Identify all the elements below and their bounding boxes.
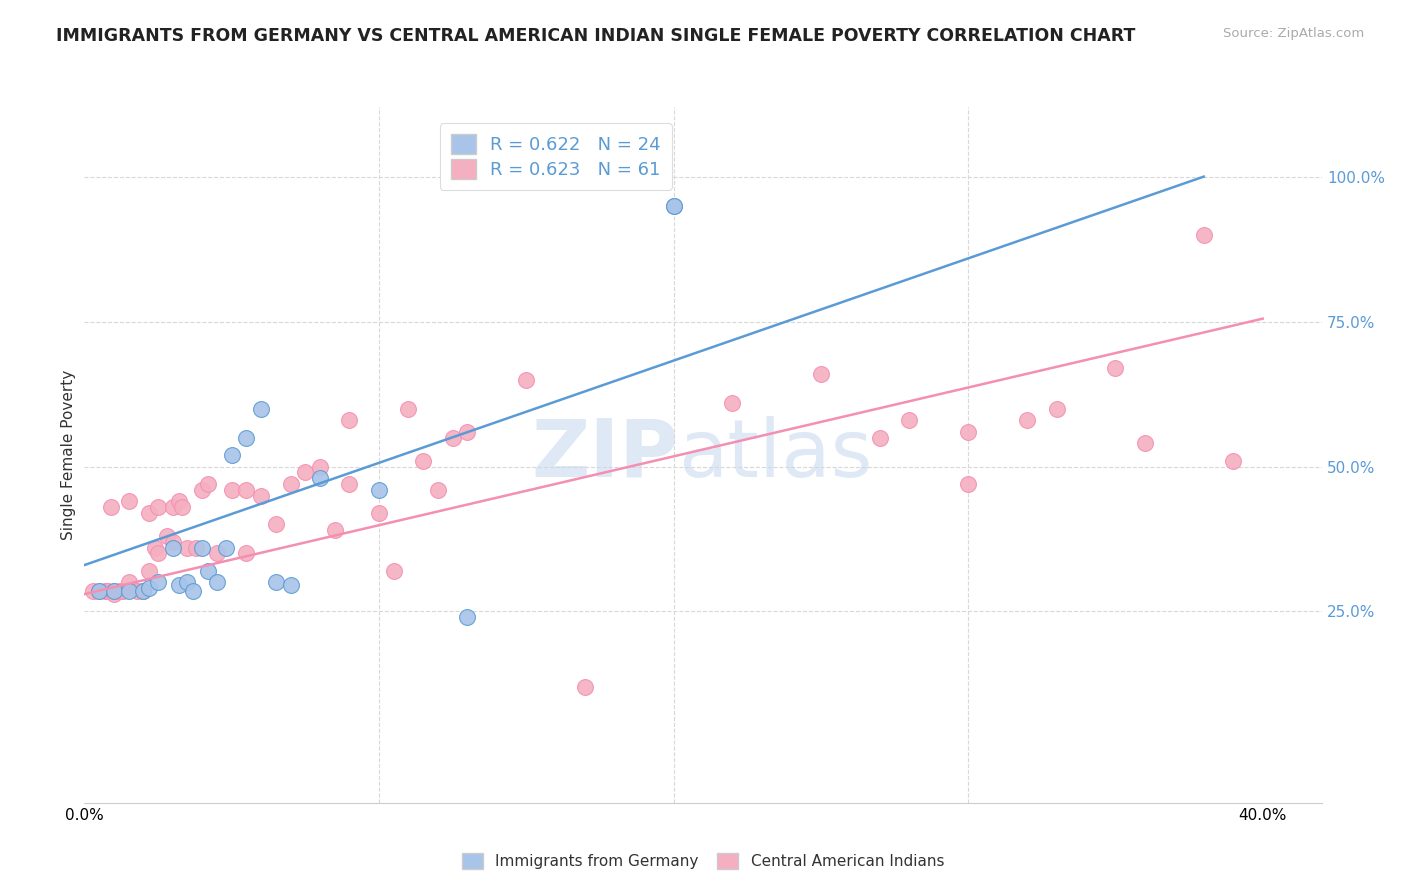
Point — [191, 483, 214, 497]
Point — [339, 476, 361, 491]
Point — [426, 483, 449, 497]
Legend: Immigrants from Germany, Central American Indians: Immigrants from Germany, Central America… — [456, 847, 950, 875]
Point — [368, 506, 391, 520]
Point — [1222, 453, 1244, 467]
Text: ZIP: ZIP — [531, 416, 678, 494]
Point — [574, 680, 596, 694]
Point — [117, 575, 139, 590]
Point — [323, 523, 346, 537]
Point — [146, 546, 169, 561]
Point — [162, 500, 184, 514]
Point — [957, 425, 980, 439]
Point — [146, 575, 169, 590]
Point — [117, 494, 139, 508]
Point — [250, 401, 273, 416]
Point — [132, 584, 155, 599]
Text: atlas: atlas — [678, 416, 873, 494]
Point — [176, 575, 198, 590]
Point — [662, 199, 685, 213]
Point — [1045, 401, 1067, 416]
Point — [205, 546, 228, 561]
Point — [412, 453, 434, 467]
Point — [138, 582, 160, 596]
Y-axis label: Single Female Poverty: Single Female Poverty — [60, 370, 76, 540]
Point — [1104, 361, 1126, 376]
Point — [197, 476, 219, 491]
Text: IMMIGRANTS FROM GERMANY VS CENTRAL AMERICAN INDIAN SINGLE FEMALE POVERTY CORRELA: IMMIGRANTS FROM GERMANY VS CENTRAL AMERI… — [56, 27, 1136, 45]
Point — [103, 584, 125, 599]
Point — [87, 584, 110, 599]
Point — [264, 517, 287, 532]
Point — [138, 564, 160, 578]
Point — [1015, 413, 1038, 427]
Point — [280, 476, 302, 491]
Point — [235, 483, 257, 497]
Point — [167, 578, 190, 592]
Point — [176, 541, 198, 555]
Point — [143, 541, 166, 555]
Point — [97, 584, 120, 599]
Point — [127, 584, 149, 599]
Point — [309, 459, 332, 474]
Point — [264, 575, 287, 590]
Point — [94, 584, 117, 599]
Point — [368, 483, 391, 497]
Point — [146, 500, 169, 514]
Point — [221, 448, 243, 462]
Point — [215, 541, 238, 555]
Point — [869, 431, 891, 445]
Point — [721, 396, 744, 410]
Point — [235, 431, 257, 445]
Point — [1133, 436, 1156, 450]
Point — [162, 541, 184, 555]
Point — [1192, 227, 1215, 242]
Point — [294, 466, 316, 480]
Point — [167, 494, 190, 508]
Point — [339, 413, 361, 427]
Point — [183, 584, 205, 599]
Point — [205, 575, 228, 590]
Point — [221, 483, 243, 497]
Legend: R = 0.622   N = 24, R = 0.623   N = 61: R = 0.622 N = 24, R = 0.623 N = 61 — [440, 123, 672, 190]
Point — [132, 584, 155, 599]
Point — [309, 471, 332, 485]
Point — [103, 584, 125, 599]
Point — [810, 367, 832, 381]
Point — [382, 564, 405, 578]
Point — [235, 546, 257, 561]
Point — [186, 541, 208, 555]
Point — [280, 578, 302, 592]
Point — [191, 541, 214, 555]
Point — [662, 199, 685, 213]
Text: Source: ZipAtlas.com: Source: ZipAtlas.com — [1223, 27, 1364, 40]
Point — [396, 401, 419, 416]
Point — [156, 529, 179, 543]
Point — [197, 564, 219, 578]
Point — [515, 373, 537, 387]
Point — [162, 534, 184, 549]
Point — [250, 489, 273, 503]
Point — [170, 500, 193, 514]
Point — [108, 584, 131, 599]
Point — [456, 610, 478, 624]
Point — [132, 584, 155, 599]
Point — [138, 506, 160, 520]
Point — [111, 584, 134, 599]
Point — [898, 413, 921, 427]
Point — [117, 584, 139, 599]
Point — [456, 425, 478, 439]
Point — [103, 587, 125, 601]
Point — [441, 431, 464, 445]
Point — [957, 476, 980, 491]
Point — [82, 584, 104, 599]
Point — [100, 500, 122, 514]
Point — [87, 584, 110, 599]
